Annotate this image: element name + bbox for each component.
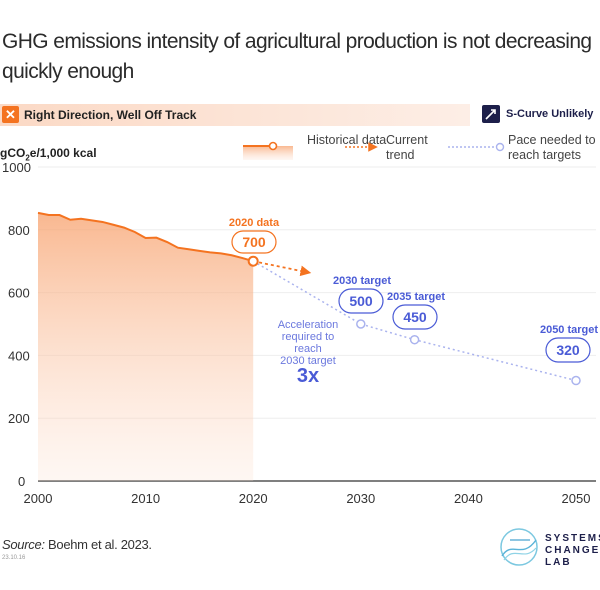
x-tick-label: 2030 [346,491,375,506]
trend-line [253,260,312,277]
y-tick-label: 0 [18,474,25,489]
x-tick-label: 2010 [131,491,160,506]
acceleration-text: Acceleration [278,319,339,331]
y-tick-label: 600 [8,286,30,301]
x-tick-label: 2000 [24,491,53,506]
logo-text: SYSTEMSCHANGELAB [545,533,600,568]
s-curve-arrow-icon [482,105,500,123]
target-label: 2035 target [387,291,445,303]
data-2020-label: 2020 data [229,217,280,229]
status-banner [0,104,470,126]
y-axis-unit: gCO2e/1,000 kcal [0,146,97,163]
legend-pace-marker [495,142,505,152]
acceleration-text: 2030 target [280,355,336,367]
target-point [409,334,420,345]
target-value: 450 [403,309,427,325]
target-badge [392,304,438,330]
date: 23.10.16 [2,555,26,561]
data-2020-badge [231,230,277,254]
target-badge [545,337,591,363]
target-value: 500 [349,293,373,309]
y-tick-label: 800 [8,223,30,238]
acceleration-text: reach [294,343,322,355]
target-badge [338,288,384,314]
historical-line [37,211,254,263]
y-tick-label: 400 [8,348,30,363]
data-2020-point [247,255,259,267]
legend-historical: Historical data [307,133,387,147]
target-point [356,319,366,329]
legend-trend: Current trend [386,133,428,162]
chart-title: GHG emissions intensity of agricultural … [2,30,592,83]
historical-area [38,212,254,481]
target-value: 320 [556,342,580,358]
status-label: Right Direction, Well Off Track [24,108,197,122]
legend-historical-marker [268,141,278,151]
x-tick-label: 2050 [562,491,591,506]
y-tick-label: 200 [8,411,30,426]
legend-historical-swatch [243,146,293,160]
data-2020-value: 700 [242,234,266,250]
target-point [571,375,581,386]
y-tick-label: 1000 [2,160,31,175]
acceleration-text: required to [282,331,335,343]
target-label: 2050 target [540,324,598,336]
x-tick-label: 2020 [239,491,268,506]
s-curve-label: S-Curve Unlikely [506,108,594,120]
x-tick-label: 2040 [454,491,483,506]
target-label: 2030 target [333,275,391,287]
x-icon: ✕ [2,106,19,123]
source: Source: Boehm et al. 2023. [2,537,152,552]
legend-pace: Pace needed to reach targets [508,133,596,162]
acceleration-value: 3x [297,365,319,387]
